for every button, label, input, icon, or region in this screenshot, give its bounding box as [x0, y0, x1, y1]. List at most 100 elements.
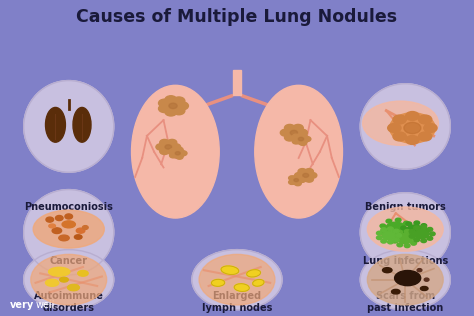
Circle shape: [393, 132, 406, 141]
Ellipse shape: [62, 221, 75, 228]
Circle shape: [397, 230, 402, 234]
Text: Scars from
past infection: Scars from past infection: [367, 291, 443, 313]
Circle shape: [411, 241, 417, 245]
Circle shape: [295, 173, 303, 178]
Ellipse shape: [48, 267, 70, 276]
Circle shape: [169, 103, 177, 109]
Ellipse shape: [131, 85, 219, 218]
Circle shape: [409, 234, 415, 238]
Ellipse shape: [246, 270, 261, 277]
Circle shape: [303, 173, 309, 177]
Circle shape: [421, 224, 427, 228]
Circle shape: [380, 230, 386, 234]
Circle shape: [297, 170, 314, 181]
Circle shape: [284, 125, 295, 131]
Ellipse shape: [60, 277, 68, 282]
Circle shape: [424, 124, 437, 132]
Circle shape: [427, 228, 433, 231]
Circle shape: [409, 229, 415, 233]
Text: Benign tumors: Benign tumors: [365, 202, 446, 212]
Ellipse shape: [67, 284, 79, 291]
Ellipse shape: [199, 254, 275, 305]
Circle shape: [158, 99, 170, 107]
Circle shape: [381, 239, 386, 243]
Circle shape: [293, 125, 303, 131]
Circle shape: [421, 239, 427, 243]
Circle shape: [398, 234, 413, 244]
Circle shape: [403, 221, 409, 225]
Circle shape: [173, 107, 185, 115]
Circle shape: [427, 236, 433, 240]
Circle shape: [413, 237, 419, 240]
Circle shape: [289, 180, 295, 185]
Ellipse shape: [33, 210, 104, 248]
Ellipse shape: [82, 226, 88, 229]
Circle shape: [293, 134, 303, 141]
Ellipse shape: [360, 84, 450, 169]
Ellipse shape: [52, 228, 62, 234]
Circle shape: [303, 137, 311, 142]
Ellipse shape: [24, 81, 114, 172]
Ellipse shape: [367, 207, 443, 251]
Circle shape: [173, 97, 185, 105]
Circle shape: [299, 140, 307, 145]
Circle shape: [293, 134, 309, 144]
Circle shape: [404, 122, 421, 134]
Circle shape: [167, 148, 177, 155]
Ellipse shape: [394, 270, 421, 286]
Ellipse shape: [392, 289, 400, 294]
Circle shape: [175, 152, 180, 155]
Circle shape: [160, 139, 169, 146]
Ellipse shape: [363, 101, 438, 145]
Circle shape: [414, 221, 419, 225]
Circle shape: [290, 176, 303, 185]
Circle shape: [406, 225, 423, 236]
Circle shape: [289, 176, 295, 180]
Circle shape: [397, 243, 402, 247]
Ellipse shape: [192, 250, 282, 310]
Circle shape: [305, 169, 313, 174]
Ellipse shape: [253, 279, 264, 286]
Ellipse shape: [221, 266, 239, 274]
Circle shape: [156, 144, 165, 150]
Circle shape: [386, 235, 392, 239]
Ellipse shape: [383, 268, 392, 273]
Circle shape: [298, 137, 304, 141]
Circle shape: [165, 145, 172, 149]
Circle shape: [390, 113, 435, 143]
Ellipse shape: [420, 287, 428, 290]
Circle shape: [298, 176, 307, 182]
Circle shape: [392, 239, 398, 243]
Circle shape: [407, 227, 412, 231]
Circle shape: [376, 236, 382, 240]
Circle shape: [395, 236, 401, 240]
Circle shape: [298, 169, 307, 174]
Circle shape: [299, 133, 307, 138]
Circle shape: [381, 228, 386, 232]
Circle shape: [280, 129, 291, 136]
Text: Autoimmune
disorders: Autoimmune disorders: [34, 291, 104, 313]
Circle shape: [170, 149, 177, 153]
Circle shape: [294, 181, 301, 186]
Circle shape: [283, 126, 304, 140]
Circle shape: [176, 102, 189, 110]
Circle shape: [385, 222, 406, 236]
Circle shape: [171, 149, 185, 158]
Circle shape: [396, 234, 401, 237]
Circle shape: [414, 226, 419, 230]
Circle shape: [305, 176, 313, 182]
Circle shape: [414, 238, 419, 242]
Text: very: very: [9, 300, 34, 310]
Ellipse shape: [31, 254, 107, 305]
Text: Enlarged
lymph nodes: Enlarged lymph nodes: [202, 291, 272, 313]
Circle shape: [65, 214, 73, 219]
Ellipse shape: [74, 235, 82, 239]
Circle shape: [388, 227, 393, 231]
Circle shape: [424, 229, 429, 233]
Circle shape: [401, 232, 407, 235]
Text: well: well: [36, 300, 55, 310]
Text: Cancer: Cancer: [50, 256, 88, 266]
Circle shape: [380, 224, 386, 228]
Circle shape: [176, 155, 183, 159]
Circle shape: [388, 124, 401, 132]
